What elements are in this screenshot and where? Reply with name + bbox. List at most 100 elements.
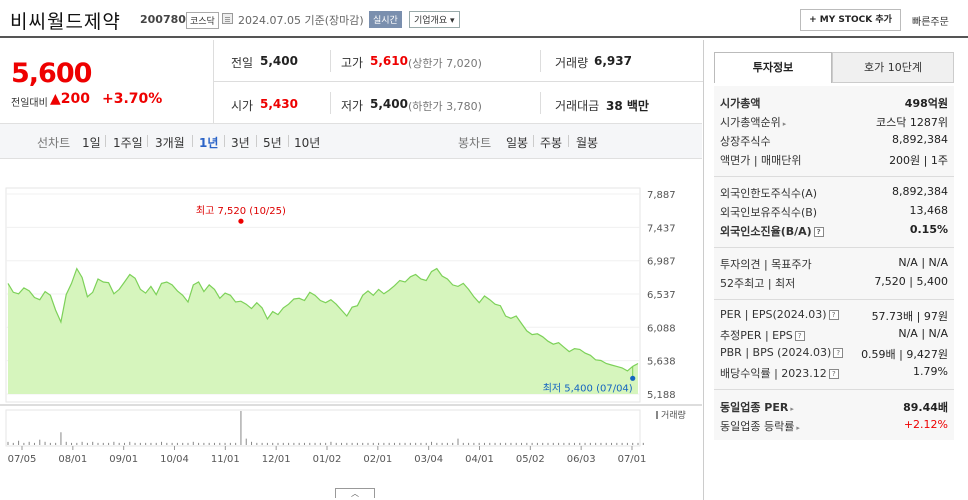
quick-order-link[interactable]: 빠른주문 — [912, 17, 949, 28]
tab-daily-candle[interactable]: 일봉 — [506, 136, 529, 150]
x-tick-label: 08/01 — [58, 454, 87, 465]
tab-hoga-10[interactable]: 호가 10단계 — [832, 52, 954, 83]
x-tick-label: 11/01 — [211, 454, 240, 465]
change-label: 전일대비 — [11, 98, 48, 109]
divider — [213, 81, 703, 82]
stock-code: 200780 — [140, 13, 186, 26]
help-icon[interactable]: ? — [794, 331, 805, 341]
tab-invest-info[interactable]: 투자정보 — [714, 52, 832, 83]
y-tick-label: 6,088 — [647, 323, 676, 334]
company-overview-dropdown[interactable]: 기업개요 ▾ — [409, 11, 460, 28]
per-row: PER | EPS(2024.03)? 57.73배 | 97원 — [720, 308, 948, 323]
candle-chart-label: 봉차트 — [458, 136, 492, 150]
volume-legend-icon — [656, 411, 658, 419]
market-badge: 코스닥 — [186, 12, 219, 29]
sector-change-label: 동일업종 등락률 — [720, 420, 795, 433]
week52-label: 52주최고 | 최저 — [720, 277, 796, 290]
foreign-ratio-row: 외국인소진율(B/A)? 0.15% — [720, 223, 948, 239]
x-tick-label: 04/01 — [465, 454, 494, 465]
y-tick-label: 6,987 — [647, 257, 676, 268]
tab-3m[interactable]: 3개월 — [155, 136, 185, 150]
my-stock-add-button[interactable]: + MY STOCK 추가 — [800, 9, 901, 31]
par-value: 200원 | 1주 — [889, 154, 948, 167]
per-label: PER | EPS(2024.03) — [720, 308, 827, 321]
arrow-right-icon: ▸ — [782, 120, 787, 128]
open-value: 5,430 — [260, 97, 298, 111]
opinion-row: 투자의견 | 목표주가 N/A | N/A — [720, 256, 948, 272]
prev-close-value: 5,400 — [260, 54, 298, 68]
help-icon[interactable]: ? — [828, 369, 839, 379]
cap-rank-row[interactable]: 시가총액순위 ▸ 코스닥 1287위 — [720, 114, 948, 130]
x-tick-label: 01/02 — [313, 454, 342, 465]
base-date: 2024.07.05 기준(장마감) — [238, 14, 364, 27]
high-value: 5,610 — [370, 54, 408, 68]
realtime-button[interactable]: 실시간 — [369, 11, 402, 28]
price-chart[interactable]: 7,887 7,437 6,987 6,537 6,088 5,638 5,188 최고 7… — [0, 160, 702, 500]
x-tick-label: 07/01 — [618, 454, 647, 465]
x-tick-label: 03/04 — [414, 454, 443, 465]
low-label: 저가 — [341, 99, 364, 113]
sector-per-row[interactable]: 동일업종 PER ▸ 89.44배 — [720, 399, 948, 415]
tab-monthly-candle[interactable]: 월봉 — [576, 136, 599, 150]
foreign-ratio-value: 0.15% — [909, 223, 948, 236]
divider — [330, 92, 331, 114]
chart-expand-button[interactable]: ︿ — [335, 488, 375, 498]
shares-label: 상장주식수 — [720, 135, 771, 148]
y-tick-label: 5,188 — [647, 390, 676, 401]
sector-change-value: +2.12% — [903, 418, 948, 431]
per-value: 57.73배 | 97원 — [871, 310, 948, 323]
upper-limit: (상한가 7,020) — [408, 57, 482, 70]
current-price: 5,600 — [11, 58, 92, 89]
y-tick-label: 7,437 — [647, 223, 676, 234]
pbr-row: PBR | BPS (2024.03)? 0.59배 | 9,427원 — [720, 346, 948, 361]
arrow-right-icon: ▸ — [796, 424, 800, 432]
panel-divider — [703, 40, 704, 500]
tab-1d[interactable]: 1일 — [82, 136, 101, 150]
week52-row: 52주최고 | 최저 7,520 | 5,400 — [720, 275, 948, 291]
tab-separator — [568, 135, 569, 147]
tab-1y[interactable]: 1년 — [199, 136, 219, 150]
x-tick-label: 12/01 — [262, 454, 291, 465]
pbr-value: 0.59배 | 9,427원 — [861, 348, 948, 361]
period-tab-bar: 선차트 1일 1주일 3개월 1년 3년 5년 10년 봉차트 일봉 주봉 월봉 — [0, 123, 702, 159]
calendar-icon — [222, 13, 233, 24]
tab-separator — [288, 135, 289, 147]
y-tick-label: 7,887 — [647, 190, 676, 201]
price-change-percent: +3.70% — [102, 91, 163, 107]
x-tick-label: 05/02 — [516, 454, 545, 465]
help-icon[interactable]: ? — [828, 310, 839, 320]
est-per-value: N/A | N/A — [898, 327, 948, 340]
foreign-ratio-label: 외국인소진율(B/A) — [720, 225, 812, 238]
sector-change-row[interactable]: 동일업종 등락률 ▸ +2.12% — [720, 418, 948, 434]
shares-row: 상장주식수 8,892,384 — [720, 133, 948, 149]
trade-amount-label: 거래대금 — [555, 99, 600, 113]
price-change: ▲200 — [50, 91, 90, 107]
tab-10y[interactable]: 10년 — [294, 136, 321, 150]
foreign-hold-label: 외국인보유주식수(B) — [720, 206, 818, 219]
foreign-hold-row: 외국인보유주식수(B) 13,468 — [720, 204, 948, 220]
x-tick-label: 09/01 — [109, 454, 138, 465]
tab-separator — [147, 135, 148, 147]
invest-info-panel: 시가총액 498억원 시가총액순위 ▸ 코스닥 1287위 상장주식수 8,892… — [714, 86, 954, 440]
volume-plot-area — [5, 409, 641, 447]
dividend-label: 배당수익률 | 2023.12 — [720, 367, 827, 380]
high-label: 고가 — [341, 56, 364, 70]
help-icon[interactable]: ? — [833, 348, 844, 358]
tab-weekly-candle[interactable]: 주봉 — [540, 136, 563, 150]
tab-5y[interactable]: 5년 — [263, 136, 282, 150]
section-divider — [714, 389, 954, 390]
volume-value: 6,937 — [594, 54, 632, 68]
y-tick-label: 6,537 — [647, 290, 676, 301]
trade-amount-value: 38 백만 — [606, 99, 649, 113]
tab-3y[interactable]: 3년 — [231, 136, 250, 150]
help-icon[interactable]: ? — [813, 227, 824, 237]
section-divider — [714, 176, 954, 177]
x-tick-label: 06/03 — [567, 454, 596, 465]
week52-value: 7,520 | 5,400 — [874, 275, 948, 288]
par-row: 액면가 | 매매단위 200원 | 1주 — [720, 152, 948, 168]
foreign-hold-value: 13,468 — [909, 204, 949, 217]
tab-1w[interactable]: 1주일 — [113, 136, 143, 150]
est-per-label: 추정PER | EPS — [720, 329, 793, 342]
divider — [330, 50, 331, 72]
tab-separator — [105, 135, 106, 147]
